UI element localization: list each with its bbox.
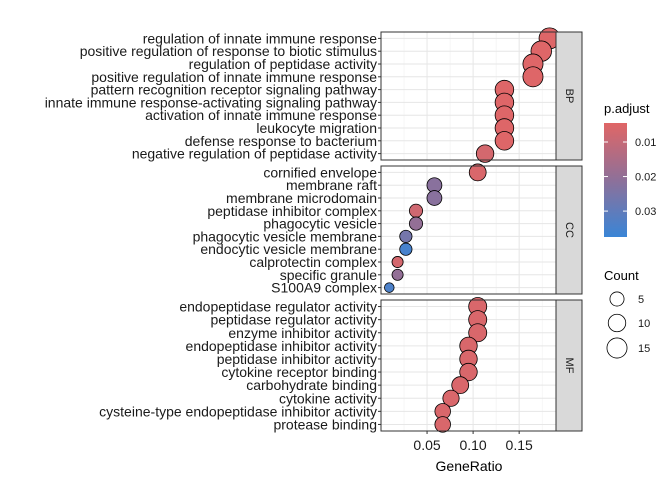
- facet-strip: [555, 31, 583, 161]
- category-label: membrane microdomain: [226, 190, 377, 206]
- category-label: S100A9 complex: [271, 280, 377, 296]
- size-legend-key: [607, 313, 627, 333]
- data-point: [391, 268, 404, 281]
- data-point: [522, 66, 544, 88]
- category-label: pattern recognition receptor signaling p…: [91, 82, 377, 98]
- color-legend-label: 0.03: [635, 206, 656, 218]
- x-tick-label: 0.05: [413, 437, 440, 453]
- x-axis-label: GeneRatio: [436, 458, 503, 474]
- facet-strip: [555, 165, 583, 295]
- category-label: peptidase inhibitor activity: [217, 351, 377, 367]
- category-label: phagocytic vesicle membrane: [193, 228, 378, 244]
- size-legend-title: Count: [604, 268, 639, 283]
- data-point: [408, 203, 424, 218]
- color-legend-bar: [604, 123, 627, 237]
- category-label: cornified envelope: [263, 164, 377, 180]
- size-legend-label: 5: [638, 294, 644, 306]
- plot-area: regulation of innate immune responseposi…: [45, 27, 583, 453]
- data-point: [408, 216, 424, 231]
- data-point: [399, 242, 413, 256]
- category-label: activation of innate immune response: [145, 107, 377, 123]
- category-label: leukocyte migration: [256, 120, 377, 136]
- category-label: positive regulation of innate immune res…: [91, 69, 377, 85]
- data-point: [475, 144, 495, 163]
- category-label: cytokine receptor binding: [221, 364, 377, 380]
- facet-panel-bp: regulation of innate immune responseposi…: [45, 27, 583, 163]
- facet-strip-label: CC: [563, 222, 575, 238]
- data-point: [468, 163, 487, 182]
- category-label: negative regulation of peptidase activit…: [132, 146, 377, 162]
- legends: p.adjust Count 0.01 0.02 0.03 5 10 15: [604, 101, 656, 359]
- data-point: [399, 229, 413, 243]
- data-point: [391, 256, 404, 268]
- category-label: membrane raft: [286, 177, 377, 193]
- size-legend-key: [609, 291, 625, 307]
- category-label: endocytic vesicle membrane: [200, 241, 377, 257]
- category-label: defense response to bacterium: [185, 133, 377, 149]
- size-legend-label: 15: [638, 343, 650, 355]
- category-label: endopeptidase inhibitor activity: [186, 338, 377, 354]
- category-label: peptidase inhibitor complex: [207, 203, 377, 219]
- panel-background: [381, 32, 556, 160]
- data-point: [384, 282, 395, 293]
- data-point: [468, 323, 488, 343]
- data-point: [426, 190, 443, 206]
- category-label: cytokine activity: [279, 390, 377, 406]
- x-tick-label: 0.10: [459, 437, 486, 453]
- data-point: [434, 416, 451, 433]
- category-label: positive regulation of response to bioti…: [80, 43, 377, 59]
- category-label: calprotectin complex: [249, 254, 377, 270]
- facet-strip-label: MF: [563, 358, 575, 374]
- category-label: peptidase regulator activity: [210, 312, 377, 328]
- size-legend-label: 10: [638, 318, 650, 330]
- size-legend-key: [606, 337, 628, 359]
- category-label: specific granule: [280, 267, 377, 283]
- data-point: [494, 131, 515, 151]
- color-legend-label: 0.02: [635, 172, 656, 184]
- x-tick-label: 0.15: [506, 437, 533, 453]
- panel-background: [381, 166, 556, 294]
- facet-strip: [555, 299, 583, 432]
- data-point: [459, 362, 478, 382]
- facet-panel-mf: endopeptidase regulator activitypeptidas…: [99, 297, 583, 433]
- category-label: innate immune response-activating signal…: [45, 94, 377, 110]
- facet-strip-label: BP: [563, 89, 575, 104]
- category-label: regulation of peptidase activity: [189, 56, 377, 72]
- color-legend-title: p.adjust: [604, 101, 650, 116]
- category-label: regulation of innate immune response: [143, 30, 377, 46]
- category-label: endopeptidase regulator activity: [179, 299, 377, 315]
- data-point: [442, 389, 460, 407]
- category-label: cysteine-type endopeptidase inhibitor ac…: [99, 403, 377, 419]
- category-label: carbohydrate binding: [246, 377, 377, 393]
- category-label: enzyme inhibitor activity: [228, 325, 377, 341]
- data-point: [451, 376, 470, 395]
- category-label: protease binding: [273, 416, 377, 432]
- color-legend-label: 0.01: [635, 137, 656, 149]
- category-label: phagocytic vesicle: [263, 216, 377, 232]
